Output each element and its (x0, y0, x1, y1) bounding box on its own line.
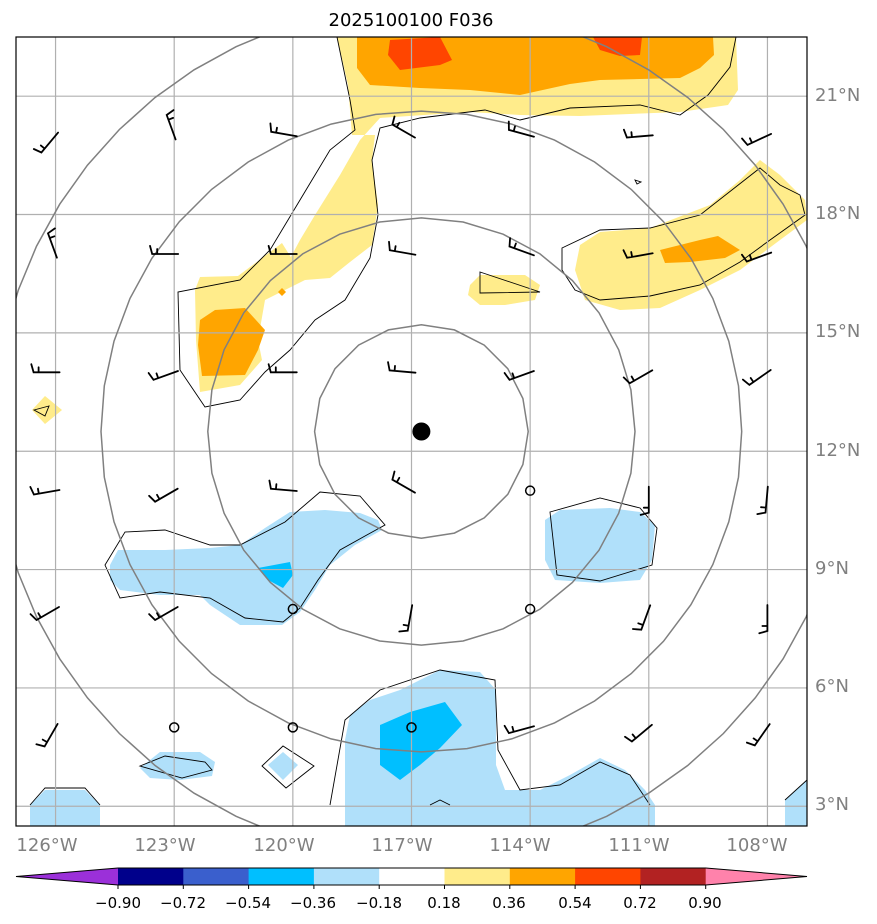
negative-field-shading (30, 508, 807, 826)
colorbar-segment (248, 868, 315, 885)
colorbar-label: −0.90 (95, 894, 141, 912)
range-rings (16, 37, 807, 826)
colorbar-segment (118, 868, 184, 885)
colorbar-segment (379, 868, 445, 885)
wind-barb (624, 723, 653, 743)
wind-barb (503, 724, 535, 735)
colorbar-label: 0.18 (427, 894, 460, 912)
colorbar-segment (313, 868, 380, 885)
field-contour-lines (29, 37, 807, 806)
wind-barb (268, 479, 298, 492)
calm-station-marker (406, 722, 417, 733)
colorbar-label: 0.54 (558, 894, 591, 912)
colorbar-label: 0.36 (492, 894, 525, 912)
wind-barb (35, 723, 59, 748)
colorbar-label: 0.72 (623, 894, 656, 912)
colorbar-labels: −0.90 −0.72 −0.54 −0.36 −0.18 0.18 0.36 … (95, 894, 722, 912)
colorbar-segment (575, 868, 641, 885)
map-panel (16, 37, 807, 826)
longitude-tick-labels: 126°W 123°W 120°W 117°W 114°W 111°W 108°… (16, 835, 787, 856)
wind-barb (741, 251, 773, 263)
range-ring (207, 217, 636, 646)
lat-lon-gridlines (16, 37, 807, 826)
wind-barb (622, 249, 654, 259)
lon-label: 117°W (371, 835, 432, 856)
calm-stations (168, 485, 536, 733)
wind-barb (746, 723, 771, 747)
colorbar-label: −0.18 (356, 894, 402, 912)
wind-barb (29, 606, 60, 622)
lat-label: 3°N (815, 794, 849, 815)
calm-station-marker (524, 485, 536, 496)
colorbar-extend-max (705, 868, 807, 885)
calm-station-marker (524, 603, 536, 615)
wind-barb (148, 606, 179, 622)
positive-field-shading (32, 37, 807, 424)
colorbar-label: −0.72 (160, 894, 206, 912)
wind-barb (46, 227, 58, 259)
lon-label: 114°W (489, 835, 550, 856)
colorbar-label: −0.54 (225, 894, 271, 912)
wind-barb (387, 361, 417, 374)
wind-barb (391, 470, 416, 494)
wind-barb (148, 487, 179, 503)
colorbar-label: 0.90 (688, 894, 721, 912)
wind-barb (632, 604, 652, 631)
range-ring (16, 37, 807, 826)
lat-label: 9°N (815, 558, 849, 579)
wind-barb (756, 485, 769, 515)
map-frame (15, 36, 808, 827)
wind-barb (623, 128, 654, 139)
colorbar-extend-min (16, 868, 118, 885)
calm-station-marker (287, 722, 299, 733)
wind-barb (269, 122, 298, 138)
lon-label: 123°W (134, 835, 195, 856)
colorbar-segment (509, 868, 576, 885)
wind-barb (149, 245, 180, 255)
calm-station-marker (287, 603, 299, 615)
lat-label: 6°N (815, 676, 849, 697)
wind-barb (391, 115, 416, 139)
latitude-tick-labels: 3°N 6°N 9°N 12°N 15°N 18°N 21°N (815, 85, 860, 815)
range-ring (313, 323, 529, 540)
wind-barb (398, 604, 414, 633)
wind-barb (267, 363, 298, 374)
range-ring (100, 110, 743, 753)
wind-barb (30, 363, 61, 374)
lon-label: 120°W (253, 835, 314, 856)
lat-label: 12°N (815, 440, 860, 461)
colorbar (15, 867, 808, 889)
map-title: 2025100100 F036 (329, 10, 494, 31)
colorbar-segment (444, 868, 511, 885)
lon-label: 111°W (608, 835, 669, 856)
lon-label: 108°W (726, 835, 787, 856)
colorbar-segment (183, 868, 250, 885)
wind-barb (742, 369, 772, 387)
wind-barb (503, 370, 535, 381)
wind-barb (639, 485, 650, 516)
calm-station-marker (168, 722, 180, 733)
colorbar-label: −0.36 (290, 894, 336, 912)
lat-label: 15°N (815, 321, 860, 342)
wind-barb (741, 133, 772, 147)
lat-label: 21°N (815, 85, 860, 106)
wind-barb (32, 131, 59, 154)
lon-label: 126°W (16, 835, 77, 856)
wind-barb (147, 370, 179, 381)
wind-barb (758, 604, 769, 635)
wind-barbs (29, 109, 773, 748)
wind-barb (29, 486, 61, 496)
wind-barb (388, 240, 417, 256)
wind-barb (508, 237, 535, 257)
lat-label: 18°N (815, 203, 860, 224)
wind-barb (267, 245, 298, 255)
colorbar-segment (640, 868, 707, 885)
storm-center-marker (412, 422, 431, 441)
wind-barb (165, 109, 177, 141)
wind-barb (507, 120, 535, 138)
wind-barb (622, 369, 654, 385)
